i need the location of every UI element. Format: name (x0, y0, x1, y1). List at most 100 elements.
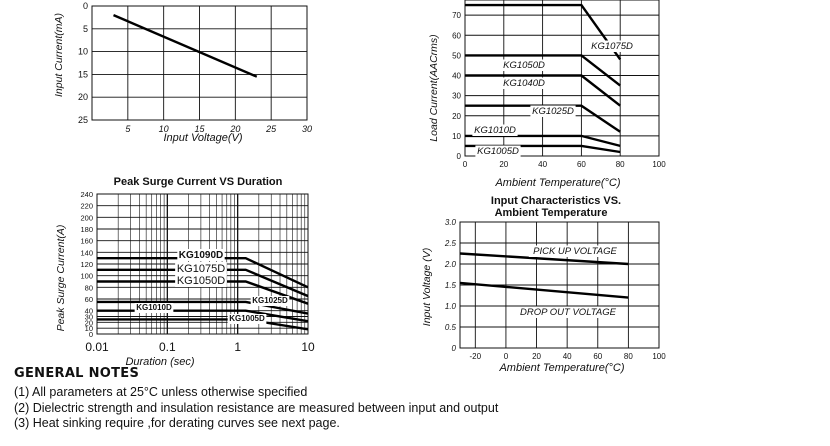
y-tick-label: 0 (89, 330, 93, 339)
y-tick-label: 30 (452, 92, 461, 101)
x-tick-label: 25 (265, 124, 277, 134)
x-tick-label: 0 (463, 160, 468, 169)
x-tick-label: 10 (301, 340, 315, 354)
y-tick-label: 10 (85, 324, 93, 333)
x-tick-label: 0.1 (159, 340, 176, 354)
x-tick-label: 40 (538, 160, 547, 169)
x-tick-label: 15 (194, 124, 205, 134)
y-tick-label: 40 (452, 72, 461, 81)
y-tick-label: 0 (457, 152, 462, 161)
y-tick-label: 60 (452, 31, 461, 40)
series-label: KG1005D (229, 314, 265, 323)
x-tick-label: 40 (563, 352, 572, 361)
y-tick-label: 15 (78, 69, 88, 79)
input-current-chart: 0 5 10 15 20 25 5 10 15 20 25 30 Input Voltage(V) Inp… (53, 1, 312, 144)
x-tick-label: 5 (125, 124, 131, 134)
x-tick-label: 80 (624, 352, 633, 361)
y-tick-label: 1.5 (445, 281, 457, 290)
series-label-bg (475, 145, 521, 157)
series-label: KG1075D (177, 263, 225, 275)
series-label-bg (250, 296, 290, 306)
y-tick-label: 180 (80, 225, 93, 234)
series-label-bg (177, 249, 225, 261)
y-tick-label: 2.0 (444, 260, 457, 269)
y-tick-label: 10 (452, 132, 461, 141)
chart-title: Ambient Temperature (495, 207, 608, 219)
y-tick-label: 20 (85, 318, 93, 327)
x-tick-label: 10 (159, 124, 169, 134)
y-tick-label: 200 (80, 213, 93, 222)
x-tick-label: 60 (577, 160, 586, 169)
x-tick-label: -20 (470, 352, 482, 361)
y-tick-label: 2.5 (444, 239, 457, 248)
chart-title: Peak Surge Current VS Duration (114, 176, 283, 188)
series-label-bg (528, 245, 622, 257)
x-tick-label: 20 (229, 124, 240, 134)
y-tick-label: 0 (83, 1, 88, 11)
x-axis-label: Ambient Temperature(°C) (494, 177, 620, 189)
series-label: KG1040D (503, 78, 545, 89)
y-tick-label: 3.0 (445, 218, 457, 227)
x-tick-label: 80 (616, 160, 625, 169)
series-line (97, 268, 308, 298)
y-tick-label: 1.0 (445, 302, 457, 311)
series-label-bg (530, 105, 576, 117)
series-label-bg (501, 59, 547, 71)
series-label-bg (518, 306, 618, 318)
y-tick-label: 40 (85, 307, 93, 316)
series-line (97, 257, 308, 289)
input-characteristics-chart: 0 0.5 1.0 1.5 2.0 2.5 3.0 -20 0 20 40 60 80 100 Ambien… (421, 195, 666, 374)
load-current-chart: 0 10 20 30 40 50 60 70 0 20 40 60 80 100 Ambient Tempe… (428, 0, 666, 189)
general-notes-title: GENERAL NOTES (14, 366, 140, 381)
chart-title: Input Characteristics VS. (491, 195, 621, 207)
series-label: KG1090D (179, 250, 223, 261)
series-line (465, 54, 621, 87)
x-tick-label: 30 (302, 124, 312, 134)
x-tick-label: 20 (499, 160, 508, 169)
y-tick-label: 0 (452, 344, 457, 353)
note-item: (1) All parameters at 25°C unless otherw… (14, 385, 308, 399)
peak-surge-chart: 01020304060801001201401601802002202400.0… (55, 176, 315, 368)
y-tick-label: 0.5 (445, 323, 457, 332)
series-line (97, 300, 308, 315)
series-label: KG1050D (503, 60, 545, 71)
y-tick-label: 70 (452, 11, 461, 20)
y-tick-label: 20 (78, 92, 88, 102)
y-tick-label: 50 (452, 51, 461, 60)
y-axis-label: Peak Surge Current(A) (55, 225, 67, 332)
x-tick-label: 0.01 (85, 340, 109, 354)
series-label: KG1005D (477, 146, 519, 157)
x-axis-label: Ambient Temperature(°C) (498, 362, 624, 374)
series-label: KG1075D (591, 41, 633, 52)
y-tick-label: 30 (85, 313, 93, 322)
series-line (113, 13, 258, 78)
series-line (465, 74, 621, 107)
series-label: KG1025D (532, 106, 574, 117)
x-tick-label: 20 (532, 352, 541, 361)
y-axis-label: Input Voltage (V) (421, 248, 433, 326)
note-item: (3) Heat sinking require ,for derating c… (14, 416, 340, 430)
series-label: KG1050D (177, 275, 225, 287)
x-tick-label: 1 (234, 340, 241, 354)
series-label: DROP OUT VOLTAGE (520, 307, 617, 318)
series-label-bg (175, 262, 227, 275)
y-tick-label: 20 (452, 112, 461, 121)
y-tick-label: 25 (78, 115, 88, 125)
series-label-bg (227, 314, 267, 324)
y-tick-label: 10 (78, 47, 88, 57)
y-tick-label: 140 (80, 248, 93, 257)
series-line (460, 252, 629, 266)
x-axis-label: Input Voltage(V) (163, 132, 242, 144)
x-tick-label: 0 (504, 352, 509, 361)
y-axis-label: Load Current(AACrms) (428, 34, 440, 141)
y-tick-label: 100 (80, 272, 93, 281)
series-label-bg (472, 124, 518, 136)
series-label: PICK UP VOLTAGE (533, 246, 617, 257)
y-tick-label: 80 (85, 283, 93, 292)
x-axis-label: Duration (sec) (125, 356, 194, 368)
series-label: KG1025D (252, 296, 288, 305)
general-notes: GENERAL NOTES (1) All parameters at 25°C… (14, 366, 498, 432)
x-tick-label: 100 (652, 352, 666, 361)
y-tick-label: 220 (80, 202, 93, 211)
